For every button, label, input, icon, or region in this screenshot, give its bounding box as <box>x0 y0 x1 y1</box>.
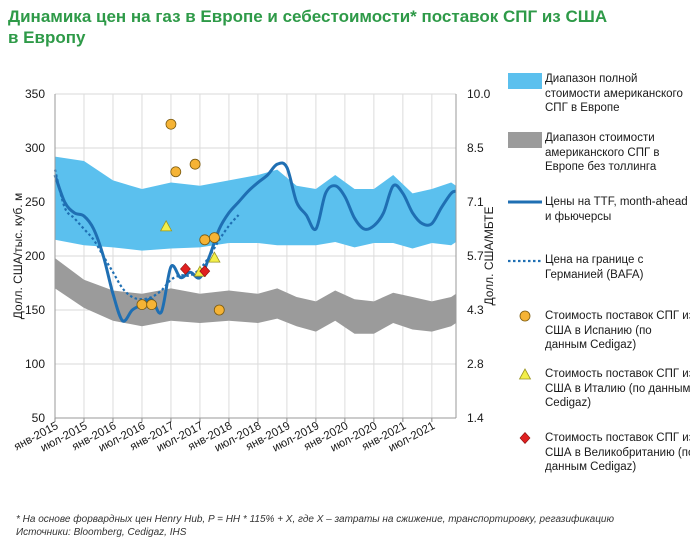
legend-label-uk: Стоимость поставок СПГ из США в Великобр… <box>545 432 690 473</box>
y-left-tick-label: 100 <box>25 357 45 371</box>
y-right-tick-label: 5.7 <box>467 249 484 263</box>
spain-marker <box>146 299 158 311</box>
y-right-tick-label: 2.8 <box>467 357 484 371</box>
y-left-tick-label: 50 <box>32 411 46 425</box>
legend-swatches <box>508 73 542 444</box>
footnote-sources: Источники: Bloomberg, Cedigaz, IHS <box>16 527 187 538</box>
y-left-tick-label: 250 <box>25 195 45 209</box>
uk-marker <box>199 265 211 278</box>
legend-swatch-spain <box>519 310 531 322</box>
legend-swatch-full-cost <box>508 73 542 89</box>
legend-label-bafa: Цена на границе с Германией (BAFA) <box>545 254 644 281</box>
spain-marker <box>170 166 182 178</box>
no-tolling-band <box>55 258 456 334</box>
spain-marker <box>136 299 148 311</box>
y-right-tick-label: 10.0 <box>467 87 491 101</box>
legend-swatch-italy <box>518 368 532 380</box>
grid-lines <box>54 93 456 419</box>
bands <box>55 156 456 334</box>
legend-swatch-no-tolling <box>508 132 542 148</box>
legend-label-ttf: Цены на TTF, month-ahead и фьючерсы <box>545 196 688 223</box>
italy-marker <box>159 220 173 232</box>
y-right-tick-label: 8.5 <box>467 141 484 155</box>
y-left-tick-label: 350 <box>25 87 45 101</box>
y-right-tick-label: 4.3 <box>467 303 484 317</box>
y-left-tick-label: 150 <box>25 303 45 317</box>
legend-label-no-tolling: Диапазон стоимости американского СПГ в Е… <box>545 132 660 173</box>
italy-marker <box>208 251 221 263</box>
y-right-tick-label: 1.4 <box>467 411 484 425</box>
y-right-axis-title: Долл. США/МБТЕ <box>482 206 496 305</box>
legend-label-spain: Стоимость поставок СПГ из США в Испанию … <box>545 310 690 351</box>
spain-marker <box>209 232 220 244</box>
chart-title: Динамика цен на газ в Европе и себестоим… <box>8 7 608 47</box>
spain-marker <box>189 158 201 170</box>
footnote: * На основе форвардных цен Henry Hub, P … <box>16 513 686 539</box>
bafa-line <box>53 169 240 301</box>
ttf-line <box>53 161 457 323</box>
legend-swatch-uk <box>519 432 531 444</box>
y-left-axis-title: Долл. США/тыс. куб. м <box>11 193 25 319</box>
y-left-tick-label: 200 <box>25 249 45 263</box>
legend-label-italy: Стоимость поставок СПГ из США в Италию (… <box>545 368 690 409</box>
y-right-tick-label: 7.1 <box>467 195 484 209</box>
footnote-method: * На основе форвардных цен Henry Hub, P … <box>16 514 615 525</box>
cedigaz-markers <box>136 118 225 316</box>
price-lines <box>53 161 457 323</box>
full-cost-band <box>55 156 456 251</box>
spain-marker <box>165 118 177 130</box>
legend-label-full-cost: Диапазон полной стоимости американского … <box>545 73 683 114</box>
uk-marker <box>180 263 191 275</box>
y-left-tick-label: 300 <box>25 141 45 155</box>
spain-marker <box>213 304 225 316</box>
spain-marker <box>199 234 211 246</box>
